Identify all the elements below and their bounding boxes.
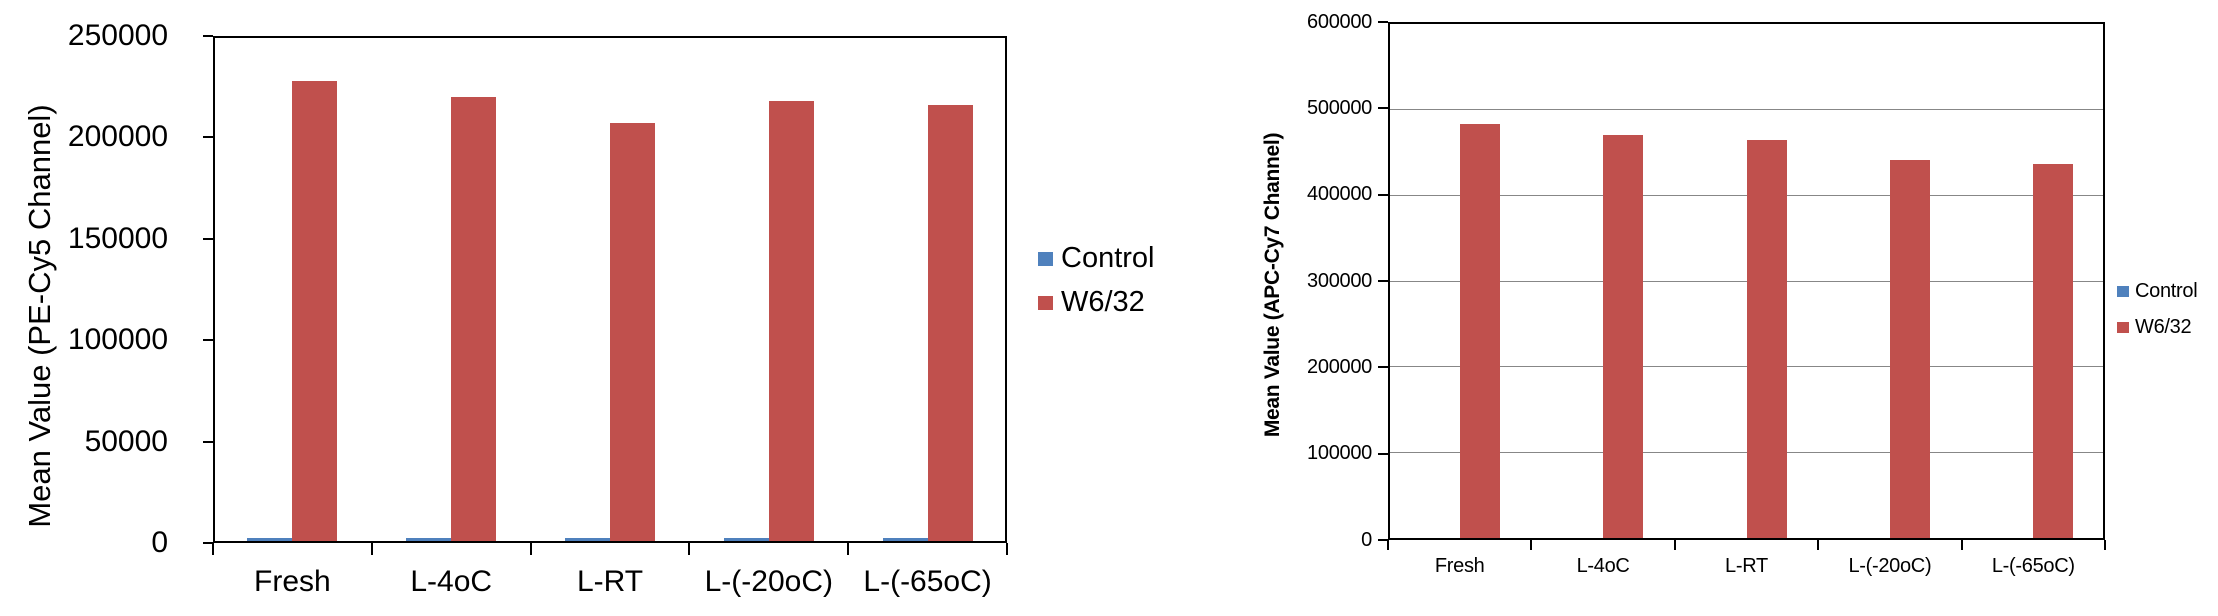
y-tick-label: 200000 bbox=[67, 120, 168, 154]
bar-w632 bbox=[292, 80, 338, 541]
legend-swatch-control bbox=[2117, 285, 2129, 297]
y-tick-mark bbox=[1378, 280, 1388, 282]
legend: Control W6/32 bbox=[2117, 280, 2198, 352]
legend-label-w632: W6/32 bbox=[2135, 316, 2192, 338]
bar-w632 bbox=[1459, 123, 1500, 538]
y-tick-label: 100000 bbox=[1307, 442, 1372, 465]
y-tick-label: 200000 bbox=[1307, 355, 1372, 378]
y-tick-mark bbox=[1378, 366, 1388, 369]
y-tick-label: 0 bbox=[1361, 528, 1372, 551]
legend-swatch-control bbox=[1038, 251, 1053, 266]
x-category-label: L-(-65oC) bbox=[863, 565, 992, 598]
y-tick-label: 0 bbox=[151, 526, 168, 559]
x-category-label: L-RT bbox=[576, 565, 644, 598]
x-tick-mark bbox=[370, 543, 373, 555]
bar-w632 bbox=[1603, 135, 1644, 538]
y-tick-label: 100000 bbox=[67, 323, 168, 357]
y-tick-mark bbox=[203, 542, 213, 544]
bar-control bbox=[723, 537, 769, 541]
y-tick-label: 250000 bbox=[67, 19, 168, 52]
legend-label-control: Control bbox=[2135, 280, 2198, 302]
legend-item-w632: W6/32 bbox=[1038, 287, 1155, 318]
y-tick-label: 500000 bbox=[1307, 96, 1372, 119]
y-tick-mark bbox=[1378, 539, 1388, 541]
legend: Control W6/32 bbox=[1038, 243, 1155, 331]
x-tick-mark bbox=[529, 543, 532, 555]
legend-item-w632: W6/32 bbox=[2117, 316, 2197, 338]
y-tick-mark bbox=[203, 440, 213, 443]
bar-control bbox=[882, 537, 928, 541]
x-tick-mark bbox=[847, 543, 850, 555]
legend-item-control: Control bbox=[2117, 280, 2198, 302]
x-tick-mark bbox=[1530, 540, 1533, 550]
x-tick-mark bbox=[212, 543, 214, 555]
x-tick-mark bbox=[1673, 540, 1676, 550]
gridline bbox=[1390, 109, 2103, 111]
y-tick-label: 400000 bbox=[1307, 183, 1372, 206]
legend-label-control: Control bbox=[1061, 242, 1155, 274]
y-tick-mark bbox=[203, 339, 213, 342]
bar-w632 bbox=[927, 104, 973, 541]
y-tick-mark bbox=[203, 237, 213, 240]
legend-label-w632: W6/32 bbox=[1061, 286, 1145, 318]
legend-swatch-w632 bbox=[1038, 295, 1053, 310]
x-tick-mark bbox=[1006, 543, 1008, 555]
bar-control bbox=[406, 537, 452, 541]
y-tick-label: 150000 bbox=[67, 221, 168, 255]
y-tick-mark bbox=[1378, 452, 1388, 455]
bar-w632 bbox=[610, 123, 655, 541]
bar-control bbox=[565, 537, 610, 541]
y-tick-mark bbox=[1378, 193, 1388, 196]
x-category-label: Fresh bbox=[254, 565, 331, 598]
x-tick-mark bbox=[1817, 540, 1820, 550]
x-category-label: L-(-20oC) bbox=[1848, 555, 1932, 577]
x-tick-mark bbox=[1387, 540, 1389, 550]
bar-w632 bbox=[1889, 160, 1930, 538]
bar-w632 bbox=[768, 100, 814, 541]
x-category-label: L-RT bbox=[1725, 555, 1768, 577]
plot-area bbox=[1388, 22, 2105, 540]
bar-control bbox=[247, 537, 293, 541]
x-tick-mark bbox=[688, 543, 691, 555]
bar-w632 bbox=[451, 96, 497, 541]
y-tick-mark bbox=[203, 35, 213, 37]
bar-w632 bbox=[2033, 164, 2074, 538]
x-tick-mark bbox=[2104, 540, 2106, 550]
x-category-label: L-(-20oC) bbox=[704, 565, 833, 598]
x-tick-mark bbox=[1960, 540, 1963, 550]
legend-swatch-w632 bbox=[2117, 321, 2129, 333]
y-tick-mark bbox=[1378, 21, 1388, 23]
bar-w632 bbox=[1746, 140, 1787, 538]
y-tick-mark bbox=[203, 136, 213, 139]
x-category-label: L-(-65oC) bbox=[1991, 555, 2075, 577]
y-tick-mark bbox=[1378, 107, 1388, 110]
plot-area bbox=[213, 36, 1007, 543]
y-tick-label: 300000 bbox=[1307, 269, 1372, 292]
y-tick-label: 50000 bbox=[84, 424, 168, 458]
x-category-label: L-4oC bbox=[1576, 555, 1630, 577]
y-tick-label: 600000 bbox=[1307, 10, 1372, 33]
x-category-label: L-4oC bbox=[410, 565, 493, 598]
x-category-label: Fresh bbox=[1434, 555, 1485, 577]
legend-item-control: Control bbox=[1038, 243, 1155, 274]
